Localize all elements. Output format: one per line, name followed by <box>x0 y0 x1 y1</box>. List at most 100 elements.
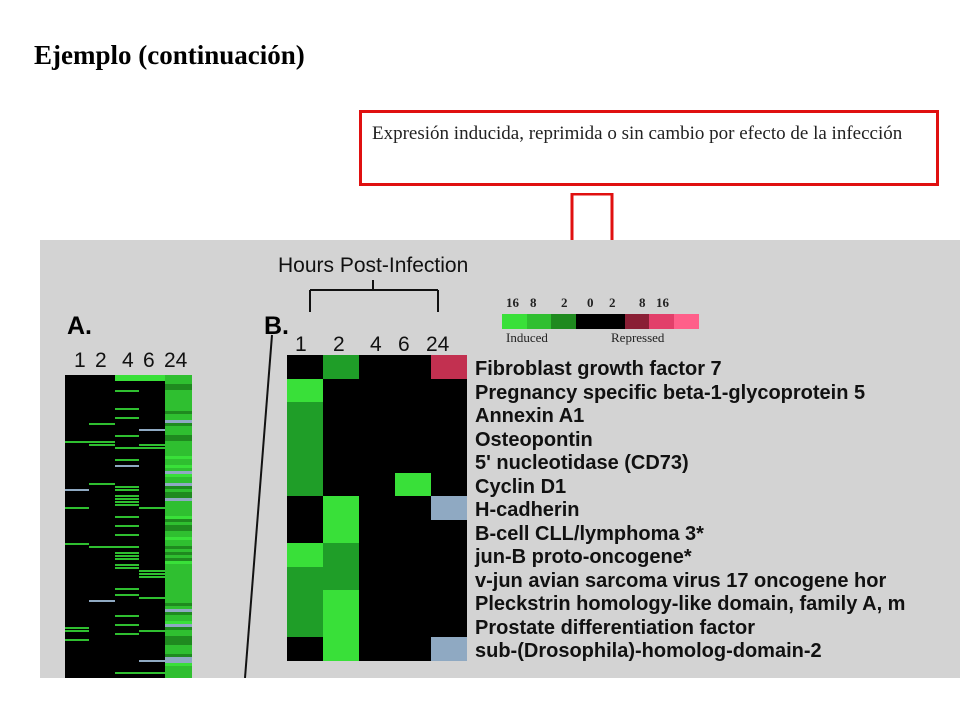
bracket-lines <box>244 280 439 678</box>
gene-label: Osteopontin <box>475 428 593 451</box>
panel-a-hour: 1 <box>74 349 86 372</box>
heatmap-cell <box>395 496 431 520</box>
overview-cell <box>115 435 139 437</box>
overview-cell <box>165 543 192 546</box>
overview-cell <box>139 447 165 449</box>
heatmap-cell <box>323 472 359 496</box>
overview-cell <box>165 525 192 528</box>
overview-cell <box>165 549 192 552</box>
legend-number: 16 <box>656 295 669 310</box>
heatmap-cell <box>395 543 431 567</box>
overview-cell <box>115 624 139 626</box>
overview-cell <box>165 573 192 576</box>
overview-cell <box>165 546 192 549</box>
heatmap-cell <box>323 519 359 543</box>
heatmap-cell <box>431 449 467 473</box>
overview-cell <box>165 561 192 564</box>
overview-cell <box>165 522 192 525</box>
overview-cell <box>165 621 192 624</box>
heatmap-cell <box>359 496 395 520</box>
gene-label: Cyclin D1 <box>475 475 567 498</box>
overview-cell <box>139 507 165 509</box>
overview-cell <box>165 387 192 390</box>
legend-swatch <box>673 314 699 329</box>
overview-cell <box>139 660 165 662</box>
overview-cell <box>115 633 139 635</box>
panel-b-heatmap <box>287 355 467 678</box>
overview-cell <box>165 417 192 420</box>
overview-cell <box>115 501 139 503</box>
overview-cell <box>165 426 192 429</box>
heatmap-cell <box>287 613 323 637</box>
heatmap-cell <box>323 543 359 567</box>
legend-swatch <box>526 314 552 329</box>
overview-cell <box>165 399 192 402</box>
overview-cell <box>139 672 165 674</box>
overview-cell <box>165 552 192 555</box>
overview-cell <box>165 597 192 600</box>
heatmap-cell <box>287 378 323 402</box>
gene-label: Annexin A1 <box>475 405 585 427</box>
heatmap-cell <box>395 566 431 590</box>
overview-cell <box>89 546 115 548</box>
overview-cell <box>165 393 192 396</box>
overview-cell <box>115 546 139 548</box>
overview-cell <box>65 507 89 509</box>
overview-cell <box>89 600 115 602</box>
heatmap-cell <box>323 590 359 614</box>
overview-cell <box>165 570 192 573</box>
overview-cell <box>165 501 192 504</box>
legend-swatch <box>551 314 576 329</box>
overview-cell <box>165 408 192 411</box>
overview-cell <box>139 630 165 632</box>
overview-cell <box>165 510 192 513</box>
overview-cell <box>165 411 192 414</box>
overview-cell <box>165 492 192 495</box>
heatmap-cell <box>395 637 431 661</box>
heatmap-cell <box>431 496 467 520</box>
overview-cell <box>165 477 192 480</box>
heatmap-cell <box>431 613 467 637</box>
overview-cell <box>165 588 192 591</box>
overview-cell <box>165 627 192 630</box>
overview-cell <box>115 408 139 410</box>
callout-box: Expresión inducida, reprimida o sin camb… <box>359 110 939 186</box>
heatmap-figure: Hours Post-Infection A. 1 2 4 6 24 B. 1 … <box>40 240 960 678</box>
heatmap-cell <box>359 613 395 637</box>
overview-cell <box>165 378 192 381</box>
overview-cell <box>165 459 192 462</box>
overview-cell <box>165 675 192 678</box>
overview-cell <box>139 570 165 572</box>
panel-b-hour: 4 <box>370 333 382 356</box>
overview-cell <box>165 420 192 423</box>
overview-cell <box>165 432 192 435</box>
overview-cell <box>165 618 192 621</box>
overview-cell <box>165 579 192 582</box>
overview-cell <box>165 471 192 474</box>
overview-cell <box>165 462 192 465</box>
overview-cell <box>165 495 192 498</box>
overview-cell <box>165 657 192 660</box>
overview-cell <box>165 555 192 558</box>
overview-cell <box>115 447 139 449</box>
panel-b-label: B. <box>264 312 289 340</box>
heatmap-cell <box>431 355 467 379</box>
overview-cell <box>115 516 139 518</box>
overview-cell <box>65 639 89 641</box>
overview-cell <box>89 483 115 485</box>
overview-cell <box>139 375 165 378</box>
panel-a-hour: 6 <box>143 349 155 372</box>
overview-cell <box>165 441 192 444</box>
overview-cell <box>165 651 192 654</box>
heatmap-cell <box>395 472 431 496</box>
overview-cell <box>165 507 192 510</box>
overview-cell <box>165 645 192 648</box>
legend-color-bar <box>502 314 699 329</box>
overview-cell <box>165 474 192 477</box>
legend-induced-label: Induced <box>506 330 548 345</box>
overview-cell <box>165 396 192 399</box>
overview-cell <box>115 378 139 381</box>
heatmap-cell <box>359 449 395 473</box>
overview-cell <box>165 666 192 669</box>
heatmap-cell <box>431 519 467 543</box>
